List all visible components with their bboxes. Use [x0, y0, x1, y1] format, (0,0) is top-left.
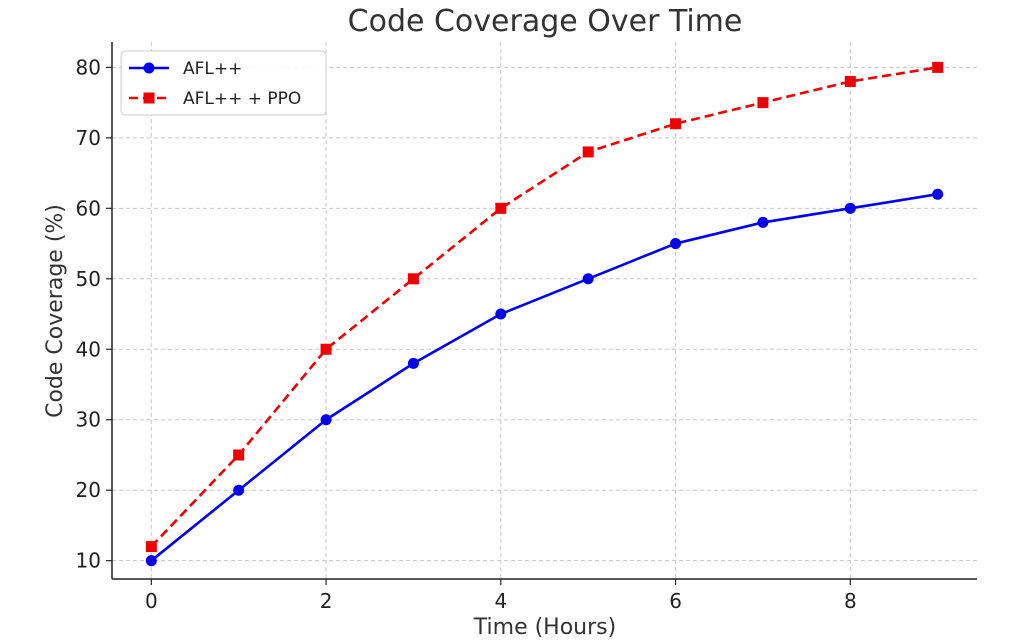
data-point	[844, 202, 856, 214]
x-axis-label: Time (Hours)	[473, 615, 616, 640]
legend-marker	[143, 62, 155, 74]
data-point	[407, 273, 419, 285]
legend-label: AFL++	[183, 59, 242, 79]
series-line-1	[150, 66, 938, 548]
y-tick-label: 70	[76, 126, 101, 150]
data-point	[495, 308, 507, 320]
y-tick-label: 80	[76, 55, 101, 79]
grid	[112, 42, 977, 579]
data-point	[407, 357, 419, 369]
y-tick-label: 30	[76, 408, 101, 432]
data-point	[233, 449, 245, 461]
data-point	[932, 188, 944, 200]
data-point	[320, 343, 332, 355]
plot-area	[145, 61, 944, 567]
legend-marker	[143, 92, 155, 104]
x-tick-label: 2	[320, 589, 333, 613]
legend: AFL++ AFL++ + PPO	[120, 50, 327, 116]
data-point	[844, 75, 856, 87]
x-tick-label: 0	[145, 589, 158, 613]
y-tick-label: 50	[76, 267, 101, 291]
axes: 0 2 4 6 8 10 20 30 40 50 60 70 80	[76, 42, 977, 613]
data-point	[757, 97, 769, 109]
y-tick-label: 10	[76, 549, 101, 573]
data-point	[670, 238, 682, 250]
data-point	[582, 273, 594, 285]
data-point	[495, 202, 507, 214]
data-point	[932, 61, 944, 73]
data-point	[145, 541, 157, 553]
data-point	[320, 414, 332, 426]
y-axis-label: Code Coverage (%)	[43, 204, 68, 418]
x-tick-label: 8	[844, 589, 857, 613]
x-tick-label: 6	[669, 589, 682, 613]
data-point	[145, 555, 157, 567]
data-point	[757, 216, 769, 228]
data-point	[233, 484, 245, 496]
y-tick-label: 60	[76, 196, 101, 220]
chart-title: Code Coverage Over Time	[348, 4, 743, 39]
legend-label: AFL++ + PPO	[183, 89, 301, 109]
data-point	[582, 146, 594, 158]
y-tick-label: 40	[76, 337, 101, 361]
x-tick-label: 4	[494, 589, 507, 613]
series-line-0	[150, 192, 938, 562]
legend-box	[120, 50, 327, 116]
y-tick-label: 20	[76, 478, 101, 502]
data-point	[670, 118, 682, 130]
